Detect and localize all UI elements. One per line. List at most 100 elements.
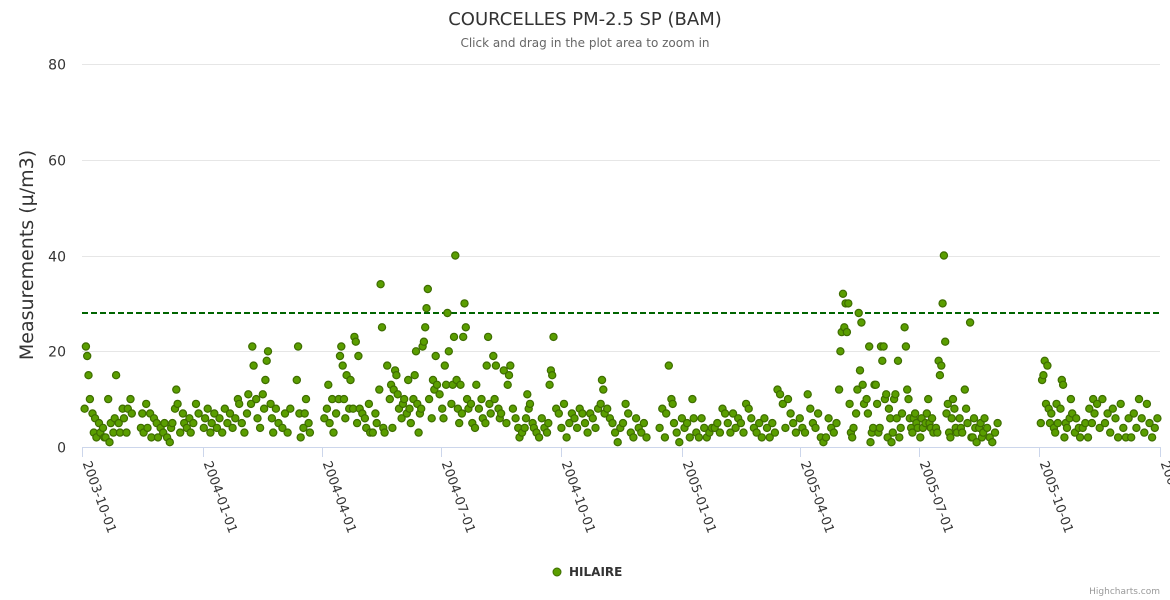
- data-point[interactable]: [580, 418, 590, 428]
- data-point[interactable]: [884, 404, 894, 413]
- data-point[interactable]: [829, 428, 839, 437]
- data-point[interactable]: [1098, 394, 1107, 404]
- data-point[interactable]: [950, 404, 959, 413]
- data-point[interactable]: [451, 251, 460, 260]
- data-point[interactable]: [939, 251, 949, 260]
- data-point[interactable]: [470, 423, 480, 433]
- data-point[interactable]: [935, 371, 945, 380]
- data-point[interactable]: [583, 428, 592, 437]
- data-point[interactable]: [565, 418, 574, 428]
- data-point[interactable]: [271, 404, 281, 413]
- data-point[interactable]: [866, 438, 875, 447]
- data-point[interactable]: [878, 356, 887, 365]
- data-point[interactable]: [688, 394, 697, 404]
- data-point[interactable]: [331, 409, 341, 418]
- data-point[interactable]: [481, 418, 490, 428]
- data-point[interactable]: [482, 361, 491, 370]
- data-point[interactable]: [372, 418, 381, 428]
- data-point[interactable]: [893, 356, 903, 365]
- data-point[interactable]: [160, 418, 169, 428]
- data-point[interactable]: [278, 423, 287, 433]
- data-point[interactable]: [624, 409, 633, 418]
- data-point[interactable]: [392, 371, 401, 380]
- data-point[interactable]: [249, 361, 258, 370]
- data-point[interactable]: [1108, 404, 1118, 413]
- data-point[interactable]: [178, 409, 188, 418]
- data-point[interactable]: [1083, 433, 1093, 442]
- data-point[interactable]: [455, 418, 464, 428]
- data-point[interactable]: [728, 409, 738, 418]
- data-point[interactable]: [1103, 409, 1112, 418]
- data-point[interactable]: [485, 399, 494, 409]
- data-point[interactable]: [283, 428, 292, 437]
- data-point[interactable]: [1145, 418, 1154, 428]
- data-point[interactable]: [1071, 414, 1081, 423]
- data-point[interactable]: [720, 409, 730, 418]
- data-point[interactable]: [747, 414, 756, 423]
- data-point[interactable]: [244, 390, 253, 399]
- data-point[interactable]: [762, 423, 772, 433]
- data-point[interactable]: [768, 418, 777, 428]
- data-point[interactable]: [1090, 409, 1099, 418]
- data-point[interactable]: [715, 428, 725, 437]
- data-point[interactable]: [414, 428, 423, 437]
- data-point[interactable]: [189, 418, 198, 428]
- data-point[interactable]: [119, 414, 129, 423]
- data-point[interactable]: [502, 418, 511, 428]
- data-point[interactable]: [206, 428, 215, 437]
- data-point[interactable]: [111, 371, 121, 380]
- data-point[interactable]: [544, 418, 553, 428]
- data-point[interactable]: [388, 423, 397, 433]
- data-point[interactable]: [834, 385, 844, 394]
- data-point[interactable]: [744, 404, 753, 413]
- data-point[interactable]: [534, 433, 544, 442]
- data-point[interactable]: [1105, 428, 1115, 437]
- data-point[interactable]: [1124, 414, 1133, 423]
- data-point[interactable]: [675, 438, 684, 447]
- data-point[interactable]: [1043, 361, 1052, 370]
- data-point[interactable]: [662, 409, 671, 418]
- data-point[interactable]: [228, 423, 237, 433]
- data-point[interactable]: [924, 394, 933, 404]
- data-point[interactable]: [778, 399, 788, 409]
- data-point[interactable]: [503, 380, 512, 389]
- data-point[interactable]: [472, 380, 481, 389]
- data-point[interactable]: [947, 414, 956, 423]
- data-point[interactable]: [491, 361, 501, 370]
- data-point[interactable]: [324, 380, 333, 389]
- data-point[interactable]: [849, 423, 858, 433]
- data-point[interactable]: [506, 361, 515, 370]
- data-point[interactable]: [942, 409, 951, 418]
- data-point[interactable]: [1050, 428, 1060, 437]
- data-point[interactable]: [960, 385, 970, 394]
- data-point[interactable]: [364, 399, 374, 409]
- data-point[interactable]: [258, 390, 267, 399]
- data-point[interactable]: [731, 423, 740, 433]
- data-point[interactable]: [400, 394, 409, 404]
- data-point[interactable]: [1085, 404, 1094, 413]
- data-point[interactable]: [360, 414, 370, 423]
- data-point[interactable]: [474, 404, 484, 413]
- data-point[interactable]: [803, 390, 812, 399]
- data-point[interactable]: [84, 371, 93, 380]
- data-point[interactable]: [618, 418, 628, 428]
- data-point[interactable]: [888, 428, 898, 437]
- data-point[interactable]: [138, 409, 147, 418]
- data-point[interactable]: [252, 394, 261, 404]
- data-point[interactable]: [393, 390, 402, 399]
- data-point[interactable]: [1087, 418, 1097, 428]
- data-point[interactable]: [821, 433, 831, 442]
- data-point[interactable]: [354, 351, 363, 361]
- data-point[interactable]: [789, 418, 798, 428]
- data-point[interactable]: [266, 399, 275, 409]
- data-point[interactable]: [672, 428, 681, 437]
- data-point[interactable]: [304, 418, 313, 428]
- data-point[interactable]: [682, 418, 692, 428]
- data-point[interactable]: [557, 423, 566, 433]
- data-point[interactable]: [261, 375, 270, 385]
- data-point[interactable]: [1047, 409, 1056, 418]
- data-point[interactable]: [447, 399, 456, 409]
- data-point[interactable]: [891, 390, 900, 399]
- data-point[interactable]: [207, 418, 216, 428]
